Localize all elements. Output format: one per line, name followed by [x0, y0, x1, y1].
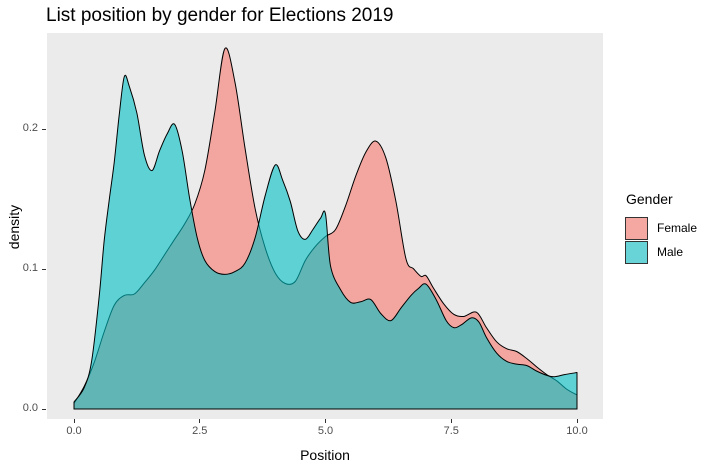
x-axis-title: Position: [300, 447, 350, 463]
male-density-area: [73, 74, 578, 410]
x-tick-mark: [199, 419, 201, 423]
chart-title: List position by gender for Elections 20…: [46, 5, 394, 26]
plot-panel: [47, 33, 603, 419]
legend: Gender Female Male: [625, 191, 697, 264]
x-tick-label: 10.0: [566, 425, 588, 437]
legend-item-female: Female: [625, 216, 697, 240]
legend-title: Gender: [626, 191, 673, 207]
x-tick-label: 5.0: [317, 425, 334, 437]
x-tick-label: 2.5: [192, 425, 208, 437]
legend-label-female: Female: [657, 221, 698, 235]
x-tick-mark: [325, 419, 326, 423]
y-tick-mark: [42, 128, 46, 130]
y-tick-label: 0.0: [22, 402, 38, 414]
y-tick-label: 0.1: [22, 261, 38, 274]
y-axis-title: density: [6, 204, 22, 250]
x-tick-mark: [73, 419, 75, 423]
y-tick-mark: [42, 268, 46, 270]
y-tick-label: 0.2: [22, 121, 38, 134]
y-tick-mark: [42, 409, 46, 410]
female-swatch: [625, 216, 648, 240]
male-swatch: [625, 240, 648, 264]
x-tick-mark: [576, 419, 578, 423]
x-tick-mark: [450, 419, 452, 423]
x-tick-label: 7.5: [443, 425, 459, 437]
density-plot: [73, 47, 578, 410]
legend-item-male: Male: [625, 240, 697, 264]
legend-label-male: Male: [657, 245, 684, 259]
x-tick-label: 0.0: [66, 425, 82, 437]
